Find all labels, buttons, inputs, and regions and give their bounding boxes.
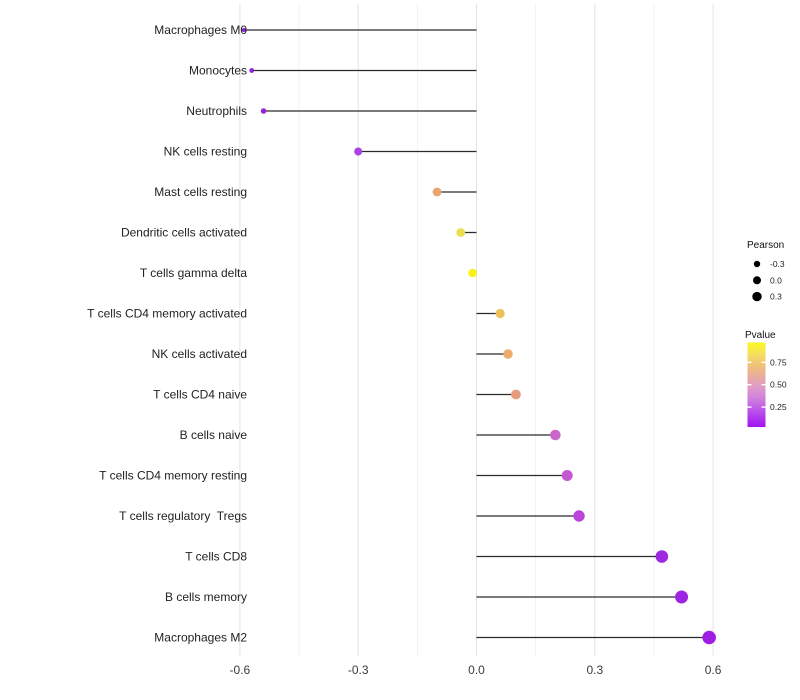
lollipop-row	[260, 108, 477, 114]
color-legend-title: Pvalue	[745, 330, 776, 341]
legend: Pearson -0.3 0.0 0.3 Pvalue 0.75 0.50 0.25	[745, 240, 787, 427]
category-label: B cells naive	[180, 428, 248, 442]
category-label: Dendritic cells activated	[121, 226, 247, 240]
color-legend-label: 0.25	[770, 402, 787, 412]
size-legend-dot	[753, 260, 761, 268]
size-legend-dot	[752, 291, 762, 302]
lollipop-row	[476, 550, 669, 563]
color-legend-label: 0.50	[770, 380, 787, 390]
lollipop-row	[476, 308, 505, 319]
gridlines	[239, 4, 714, 656]
lollipop-row	[241, 28, 477, 32]
lollipop-row	[249, 68, 477, 73]
category-label: Macrophages M0	[154, 23, 247, 37]
lollipop-rows	[241, 28, 716, 645]
size-legend-dot	[753, 276, 761, 285]
category-label: NK cells resting	[164, 145, 247, 159]
data-point	[260, 108, 267, 114]
category-label: T cells CD4 memory activated	[87, 307, 247, 321]
lollipop-row	[354, 147, 477, 156]
x-tick-label: 0.3	[586, 663, 603, 677]
lollipop-row	[476, 630, 716, 645]
lollipop-row	[468, 268, 477, 278]
x-tick-label: 0.6	[705, 663, 722, 677]
x-tick-label: -0.6	[230, 663, 251, 677]
data-point	[456, 228, 466, 237]
x-tick-label: 0.0	[468, 663, 485, 677]
data-point	[468, 268, 477, 278]
data-point	[550, 429, 561, 441]
data-point	[573, 510, 585, 522]
data-point	[655, 550, 669, 563]
x-axis-labels: -0.6 -0.3 0.0 0.3 0.6	[230, 663, 722, 677]
lollipop-row	[432, 187, 477, 197]
category-label: Mast cells resting	[154, 185, 247, 199]
data-point	[503, 349, 513, 359]
category-label: T cells CD4 naive	[153, 388, 247, 402]
lollipop-row	[476, 510, 585, 522]
data-point	[241, 28, 246, 32]
lollipop-row	[476, 349, 513, 359]
category-label: Monocytes	[189, 64, 247, 78]
category-label: T cells CD4 memory resting	[99, 469, 247, 483]
lollipop-row	[476, 590, 689, 604]
data-point	[675, 590, 689, 604]
size-legend-label: 0.3	[770, 292, 782, 302]
y-axis-labels: Macrophages M0 Monocytes Neutrophils NK cel…	[87, 23, 247, 645]
size-legend-label: 0.0	[770, 275, 782, 285]
lollipop-row	[476, 470, 573, 481]
x-tick-label: -0.3	[348, 663, 369, 677]
category-label: Neutrophils	[186, 104, 247, 118]
lollipop-row	[476, 429, 561, 441]
data-point	[249, 68, 255, 73]
category-label: T cells regulatory Tregs	[119, 509, 247, 523]
pvalue-colorbar	[747, 342, 766, 427]
size-legend-label: -0.3	[770, 259, 785, 269]
color-legend-label: 0.75	[770, 357, 787, 367]
lollipop-row	[476, 389, 521, 400]
category-label: Macrophages M2	[154, 631, 247, 645]
data-point	[511, 389, 521, 400]
category-label: T cells CD8	[185, 550, 247, 564]
data-point	[354, 147, 363, 156]
data-point	[495, 308, 505, 319]
data-point	[702, 630, 716, 645]
size-legend-title: Pearson	[747, 240, 784, 251]
category-label: T cells gamma delta	[140, 266, 247, 280]
data-point	[432, 187, 442, 197]
category-label: NK cells activated	[152, 347, 247, 361]
lollipop-row	[456, 228, 477, 237]
data-point	[561, 470, 573, 481]
category-label: B cells memory	[165, 590, 247, 604]
